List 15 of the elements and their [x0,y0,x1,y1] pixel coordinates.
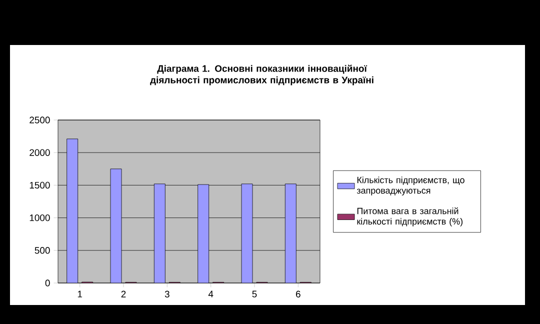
y-tick-label: 2500 [30,116,50,124]
x-tick-label: 1 [78,290,82,298]
x-tick-label: 6 [296,290,300,298]
y-tick-label: 0 [45,280,50,286]
x-tick-label: 3 [164,290,170,298]
y-tick-label: 1500 [30,182,50,189]
legend-label: Питома вага в загальній кількості підприємств (%) [357,207,463,226]
legend-label: Кількість підприємств, що запроваджуються [356,176,464,196]
x-tick-label: 4 [208,290,214,298]
x-tick-label: 2 [121,290,126,298]
y-tick-label: 2000 [30,149,50,156]
y-tick-label: 500 [34,247,50,254]
y-tick-label: 1000 [30,214,50,222]
x-tick-label: 5 [252,290,257,298]
chart-title: Діаграма 1. Основні показники інноваційної діяльності промислових підприємств в Україні [150,64,374,86]
